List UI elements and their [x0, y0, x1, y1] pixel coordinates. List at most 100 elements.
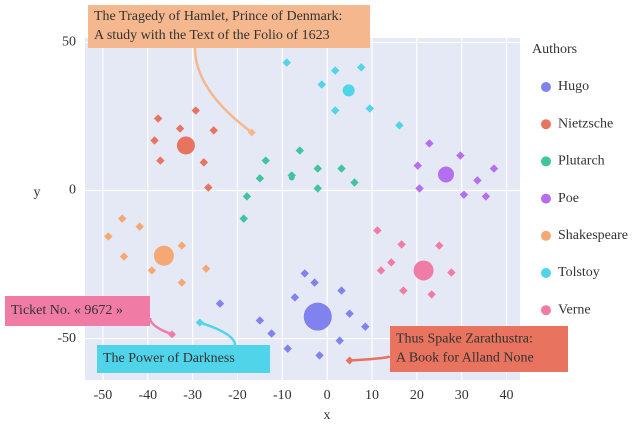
point — [481, 192, 491, 201]
legend-swatch — [541, 268, 551, 278]
point — [204, 183, 213, 192]
legend-label: Verne — [558, 302, 591, 317]
point — [350, 178, 359, 187]
point — [150, 136, 159, 145]
point — [295, 146, 305, 155]
point — [413, 161, 422, 170]
x-tick-label: -30 — [183, 388, 202, 403]
point — [447, 268, 456, 277]
point — [337, 164, 346, 173]
annotation-text: The Power of Darkness — [103, 351, 235, 366]
point — [315, 351, 324, 360]
point — [473, 176, 482, 185]
legend-swatch — [541, 156, 551, 167]
annotation-box — [5, 296, 150, 326]
x-tick-label: 30 — [455, 388, 469, 403]
point — [331, 66, 340, 75]
point — [201, 264, 211, 273]
legend-label: Poe — [558, 191, 579, 206]
point — [283, 344, 292, 353]
centroid — [153, 245, 174, 266]
annotated-point — [345, 356, 354, 365]
legend-label: Plutarch — [558, 154, 605, 169]
centroid — [303, 302, 332, 331]
point — [300, 269, 309, 278]
y-tick-label: 50 — [62, 35, 76, 50]
x-axis-label: x — [324, 408, 331, 423]
point — [459, 190, 469, 199]
annotation-box — [97, 345, 270, 373]
annotated-point — [247, 128, 256, 137]
legend-label: Hugo — [558, 79, 589, 94]
point — [255, 316, 265, 325]
centroid — [413, 260, 434, 281]
legend-label: Nietzsche — [558, 116, 613, 131]
point — [313, 164, 322, 173]
point — [177, 278, 187, 287]
point — [255, 174, 265, 183]
annotation-text: A Book for Alland None — [396, 351, 534, 366]
point — [337, 286, 346, 295]
legend-swatch — [541, 193, 551, 204]
point — [427, 290, 436, 299]
legend-swatch — [541, 82, 551, 92]
x-tick-label: 10 — [365, 388, 379, 403]
annotation-connector — [349, 354, 392, 362]
point — [387, 258, 396, 267]
point — [242, 192, 252, 201]
point — [435, 241, 444, 250]
point — [177, 241, 187, 250]
legend-label: Shakespeare — [558, 228, 628, 243]
point — [345, 309, 354, 318]
annotation-box — [88, 5, 370, 48]
point — [365, 104, 374, 113]
point — [282, 58, 292, 67]
x-tick-label: -50 — [94, 388, 113, 403]
point — [199, 158, 209, 167]
point — [456, 151, 465, 160]
point — [395, 121, 404, 130]
y-axis-label: y — [34, 185, 41, 200]
point — [175, 124, 185, 133]
point — [415, 184, 424, 193]
annotated-point — [168, 330, 176, 339]
point — [373, 226, 382, 235]
point — [335, 336, 344, 345]
x-tick-label: -10 — [273, 388, 292, 403]
y-tick-label: -50 — [57, 331, 76, 346]
centroid — [176, 136, 195, 155]
point — [357, 63, 366, 72]
point — [376, 266, 386, 275]
x-tick-label: 20 — [410, 388, 424, 403]
x-tick-label: -40 — [138, 388, 157, 403]
annotation-text: The Tragedy of Hamlet, Prince of Denmark… — [94, 9, 342, 24]
point — [267, 329, 276, 338]
annotation-connector — [193, 47, 253, 134]
point — [331, 106, 340, 115]
point — [156, 156, 165, 165]
legend-swatch — [541, 305, 551, 316]
point — [119, 252, 129, 261]
point — [104, 232, 113, 241]
x-tick-label: 40 — [500, 388, 514, 403]
y-tick-label: 0 — [69, 183, 76, 198]
legend-title: Authors — [532, 42, 577, 57]
point — [399, 286, 408, 295]
point — [489, 164, 499, 173]
point — [310, 278, 319, 287]
plot-area — [85, 38, 520, 380]
annotation-text: A study with the Text of the Folio of 16… — [94, 28, 330, 43]
point — [290, 293, 300, 302]
point — [239, 214, 248, 223]
point — [215, 299, 225, 308]
point — [313, 184, 322, 193]
annotation-box — [390, 326, 568, 372]
annotation-connector — [148, 317, 173, 336]
annotation-text: Thus Spake Zarathustra: — [396, 332, 533, 347]
point — [153, 114, 163, 123]
legend-swatch — [541, 119, 551, 130]
point — [135, 222, 144, 231]
x-tick-label: -20 — [228, 388, 247, 403]
centroid — [288, 174, 295, 181]
